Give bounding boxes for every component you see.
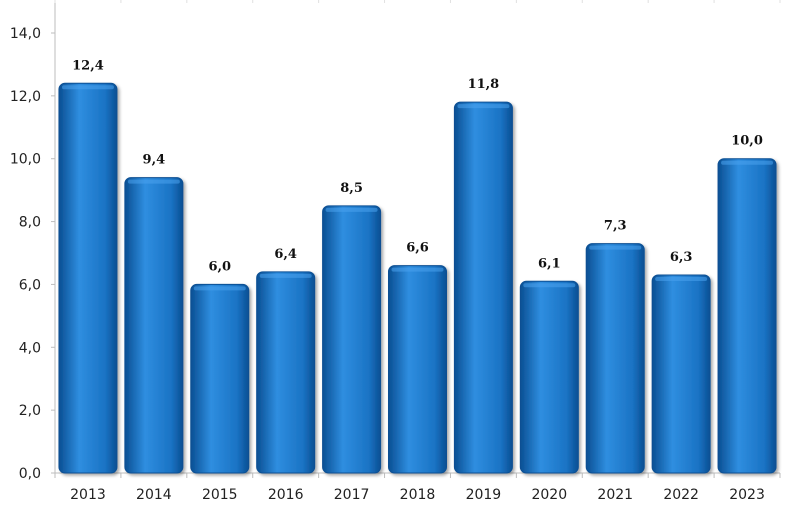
bar-2014 — [124, 177, 184, 474]
bar-2019 — [453, 101, 513, 474]
bar-2021 — [585, 243, 645, 474]
y-tick-label: 10,0 — [10, 152, 41, 168]
bar-highlight-2014 — [127, 179, 180, 184]
bar-highlight-2017 — [325, 207, 378, 212]
bar-2022 — [651, 274, 711, 474]
x-tick-label-2013: 2013 — [70, 487, 106, 503]
data-label-2017: 8,5 — [340, 181, 363, 196]
x-tick-label-2021: 2021 — [597, 487, 633, 503]
x-tick-label-2015: 2015 — [202, 487, 238, 503]
bar-highlight-2020 — [523, 283, 576, 288]
labels: 0,0 2,0 4,0 6,0 8,0 10,0 12,0 14,0 12,4 2013 9,4 20… — [10, 26, 765, 503]
bar-highlight-2021 — [589, 245, 642, 250]
data-label-2019: 11,8 — [468, 77, 500, 92]
bar-highlight-2019 — [457, 104, 510, 109]
bar-highlight-2016 — [259, 273, 312, 278]
bar-highlight-2022 — [655, 277, 708, 281]
bar-2016 — [256, 271, 316, 474]
x-tick-label-2022: 2022 — [663, 487, 699, 503]
bar-highlight-2015 — [193, 286, 246, 291]
y-tick-label: 8,0 — [19, 215, 41, 231]
x-tick-label-2017: 2017 — [334, 487, 370, 503]
y-tick-label: 4,0 — [19, 340, 41, 356]
bar-2013 — [58, 82, 118, 474]
bar-2020 — [519, 280, 579, 474]
data-label-2020: 6,1 — [538, 256, 561, 271]
bar-2023 — [717, 158, 777, 474]
bar-highlight-2023 — [721, 160, 774, 165]
bar-highlight-2018 — [391, 267, 444, 272]
bar-2017 — [322, 205, 382, 474]
bars — [58, 82, 777, 474]
y-tick-label: 0,0 — [19, 466, 41, 482]
data-label-2014: 9,4 — [143, 153, 166, 168]
data-label-2016: 6,4 — [274, 247, 297, 262]
bar-2018 — [388, 265, 447, 474]
data-label-2018: 6,6 — [406, 241, 429, 256]
data-label-2013: 12,4 — [72, 58, 104, 73]
x-tick-label-2023: 2023 — [729, 487, 765, 503]
x-tick-label-2018: 2018 — [400, 487, 436, 503]
y-tick-label: 2,0 — [19, 403, 41, 419]
data-label-2015: 6,0 — [208, 259, 231, 274]
y-tick-label: 6,0 — [19, 277, 41, 293]
y-tick-label: 12,0 — [10, 89, 41, 105]
x-tick-label-2016: 2016 — [268, 487, 304, 503]
bar-highlight-2013 — [61, 85, 114, 90]
data-label-2021: 7,3 — [604, 219, 627, 234]
data-label-2022: 6,3 — [670, 250, 693, 265]
x-tick-label-2014: 2014 — [136, 487, 172, 503]
x-tick-label-2019: 2019 — [466, 487, 502, 503]
y-tick-label: 14,0 — [10, 26, 41, 42]
bar-2015 — [190, 283, 250, 474]
x-tick-label-2020: 2020 — [531, 487, 567, 503]
data-label-2023: 10,0 — [731, 134, 763, 149]
